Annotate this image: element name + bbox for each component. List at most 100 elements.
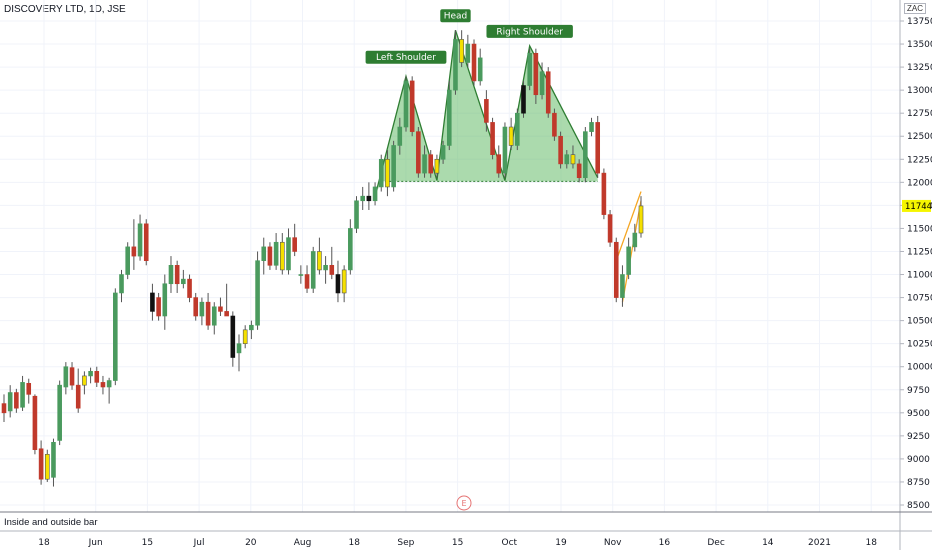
candle-body [261, 246, 267, 261]
candle-body [131, 246, 137, 257]
candle [490, 117, 495, 160]
y-tick-label: 13750 [907, 17, 932, 27]
candle-body [422, 154, 427, 174]
candle [576, 159, 582, 183]
candle [496, 145, 502, 178]
candle-body [360, 195, 365, 202]
candle-body [143, 223, 149, 261]
channel-upper [615, 191, 642, 261]
candle-body [397, 126, 403, 146]
candle [162, 274, 168, 330]
candle-body [527, 52, 532, 86]
candle-body [403, 80, 409, 128]
candle-body [552, 112, 557, 137]
candle-body [94, 371, 100, 383]
candle [193, 292, 199, 321]
indicator-label[interactable]: Inside and outside bar [4, 517, 98, 528]
candle-body [32, 395, 38, 450]
candle-body [366, 195, 372, 202]
candle-body [564, 154, 570, 165]
candle [484, 90, 489, 132]
candle [539, 62, 545, 100]
event-marker-circle[interactable] [456, 495, 472, 511]
candle [224, 283, 229, 317]
candle-body [508, 126, 514, 146]
candle [298, 265, 304, 284]
candle [205, 292, 211, 330]
x-tick-label: 14 [762, 538, 774, 548]
candle-body [329, 265, 335, 275]
candle [317, 237, 322, 275]
y-tick-label: 11000 [907, 271, 932, 281]
candle [143, 219, 149, 266]
candle-body [440, 145, 446, 160]
candle-body [273, 241, 279, 266]
candle [372, 182, 378, 206]
candle [533, 48, 539, 104]
candle-body [409, 80, 415, 132]
candle [465, 34, 471, 68]
candle-body [620, 274, 625, 298]
candle [255, 251, 260, 330]
y-tick-label: 13250 [907, 63, 932, 73]
annotation-label: Right Shoulder [486, 24, 573, 38]
candle [187, 274, 192, 303]
annotation-text: Right Shoulder [496, 27, 563, 37]
candle [459, 30, 464, 68]
candle-body [280, 241, 285, 271]
candle-body [416, 131, 421, 174]
candle-body [632, 232, 638, 248]
candle [638, 196, 644, 238]
candle-body [267, 246, 273, 266]
candle-body [38, 448, 44, 480]
candle [14, 388, 19, 413]
candle [570, 145, 576, 169]
candle [323, 256, 328, 284]
candle [82, 371, 87, 395]
candle-body [7, 392, 13, 412]
candle [44, 449, 50, 482]
candle [607, 209, 613, 247]
candle-body [576, 163, 582, 179]
y-tick-label: 8500 [907, 501, 930, 511]
candle [249, 320, 254, 340]
annotation-box [440, 9, 471, 23]
candle-body [607, 214, 613, 243]
candle-body [613, 241, 619, 298]
candle [75, 368, 81, 413]
candle-body [601, 172, 607, 215]
candle-body [88, 371, 93, 377]
y-tick-label: 9000 [907, 455, 930, 465]
currency-badge[interactable]: ZAC [904, 3, 926, 14]
x-tick-label: Jun [88, 538, 103, 548]
candle [335, 260, 341, 303]
candle [100, 375, 106, 395]
candle [601, 168, 607, 220]
candle [471, 39, 477, 86]
candle [620, 265, 625, 307]
candle [69, 362, 75, 390]
candle [360, 186, 365, 210]
x-tick-label: Dec [707, 538, 724, 548]
y-tick-label: 8750 [907, 478, 930, 488]
candle-body [317, 251, 322, 271]
x-tick-label: Aug [294, 538, 312, 548]
candle [20, 375, 25, 411]
candle [422, 145, 427, 178]
candle-body [69, 367, 75, 386]
candle-body [477, 57, 483, 82]
candle-body [236, 343, 242, 354]
x-tick-label: Nov [604, 538, 622, 548]
candle-body [20, 382, 25, 408]
candle-body [558, 135, 563, 165]
candle-body [341, 269, 347, 294]
candle-body [205, 301, 211, 326]
last-price-text: 11744 [905, 202, 932, 212]
candle [558, 131, 563, 169]
candle [428, 150, 434, 178]
candle-body [44, 453, 50, 480]
x-tick-label: Oct [502, 538, 518, 548]
candle [521, 80, 526, 118]
